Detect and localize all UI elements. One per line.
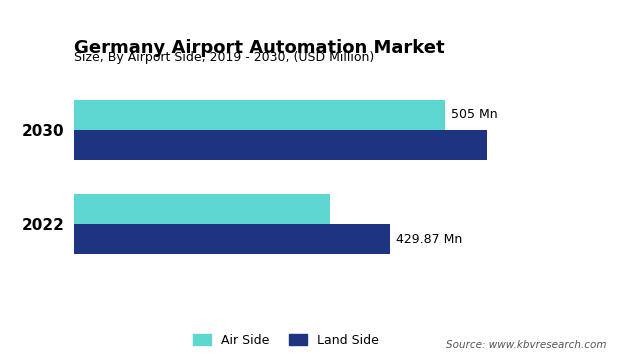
Text: 429.87 Mn: 429.87 Mn: [396, 233, 462, 246]
Bar: [74, 99, 446, 130]
Legend: Air Side, Land Side: Air Side, Land Side: [186, 328, 386, 353]
Text: Source: www.kbvresearch.com: Source: www.kbvresearch.com: [446, 341, 607, 350]
Bar: [74, 224, 390, 255]
Bar: [74, 194, 330, 224]
Text: Germany Airport Automation Market: Germany Airport Automation Market: [74, 39, 445, 57]
Text: 505 Mn: 505 Mn: [451, 108, 498, 121]
Bar: [74, 130, 487, 160]
Text: Size, By Airport Side, 2019 - 2030, (USD Million): Size, By Airport Side, 2019 - 2030, (USD…: [74, 51, 374, 64]
